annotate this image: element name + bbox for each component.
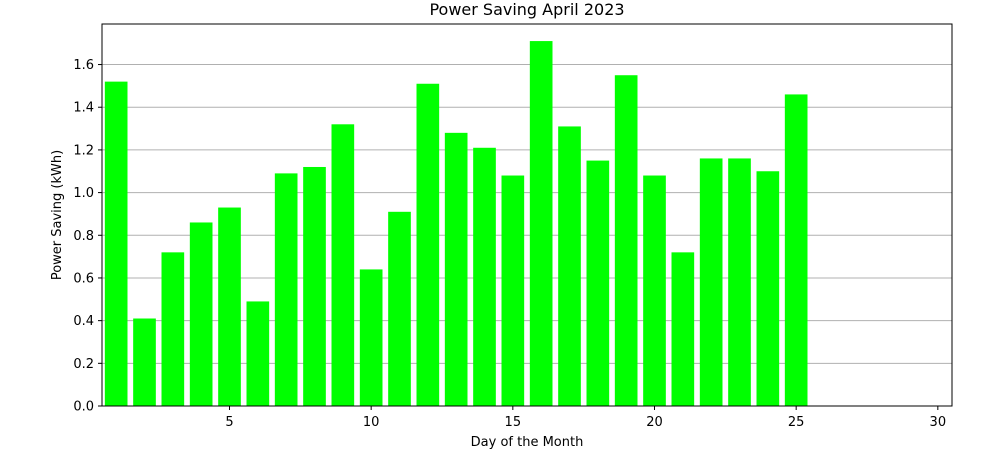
y-tick-label: 0.0 xyxy=(73,400,94,415)
y-axis-ticks: 0.0 0.2 0.4 0.6 0.8 1.0 1.2 1.4 1.6 xyxy=(73,58,102,415)
bar-day-14 xyxy=(473,147,496,406)
y-axis-label: Power Saving (kWh) xyxy=(50,150,65,280)
bar-day-12 xyxy=(416,83,440,407)
bar-day-24 xyxy=(756,171,780,406)
x-axis-ticks: 5 10 15 20 25 30 xyxy=(225,406,946,430)
chart-title: Power Saving April 2023 xyxy=(429,0,624,19)
y-tick-label: 1.4 xyxy=(73,101,94,116)
bar-day-1 xyxy=(104,81,128,406)
bar-day-9 xyxy=(331,124,355,407)
bar-day-11 xyxy=(388,211,411,406)
bar-day-25 xyxy=(784,94,808,406)
x-tick-label: 5 xyxy=(225,415,233,430)
bar-day-19 xyxy=(614,75,638,406)
y-tick-label: 0.2 xyxy=(73,357,94,372)
y-tick-label: 0.6 xyxy=(73,271,94,286)
bar-day-6 xyxy=(246,301,270,406)
bar-day-18 xyxy=(586,160,610,406)
bar-day-5 xyxy=(218,207,241,406)
x-tick-label: 30 xyxy=(930,415,947,430)
x-tick-label: 25 xyxy=(788,415,805,430)
bar-day-7 xyxy=(274,173,298,406)
y-tick-label: 1.0 xyxy=(73,186,94,201)
bar-day-20 xyxy=(643,175,666,406)
bar-day-2 xyxy=(133,318,156,406)
bar-day-21 xyxy=(671,252,695,406)
bar-day-13 xyxy=(444,132,468,406)
bar-day-23 xyxy=(728,158,751,406)
bars xyxy=(104,41,808,407)
x-tick-label: 15 xyxy=(505,415,522,430)
bar-day-16 xyxy=(529,41,553,406)
bar-day-8 xyxy=(303,166,326,406)
x-axis-label: Day of the Month xyxy=(471,435,584,450)
bar-day-4 xyxy=(189,222,213,406)
bar-day-15 xyxy=(501,175,525,406)
bar-day-22 xyxy=(699,158,723,406)
y-tick-label: 1.2 xyxy=(73,143,94,158)
y-tick-label: 1.6 xyxy=(73,58,94,73)
y-tick-label: 0.8 xyxy=(73,229,94,244)
x-tick-label: 10 xyxy=(363,415,380,430)
y-tick-label: 0.4 xyxy=(73,314,94,329)
plot-frame xyxy=(101,23,953,407)
x-tick-label: 20 xyxy=(646,415,663,430)
bar-day-10 xyxy=(359,269,383,406)
bar-day-3 xyxy=(161,252,185,406)
bar-day-17 xyxy=(558,126,581,406)
